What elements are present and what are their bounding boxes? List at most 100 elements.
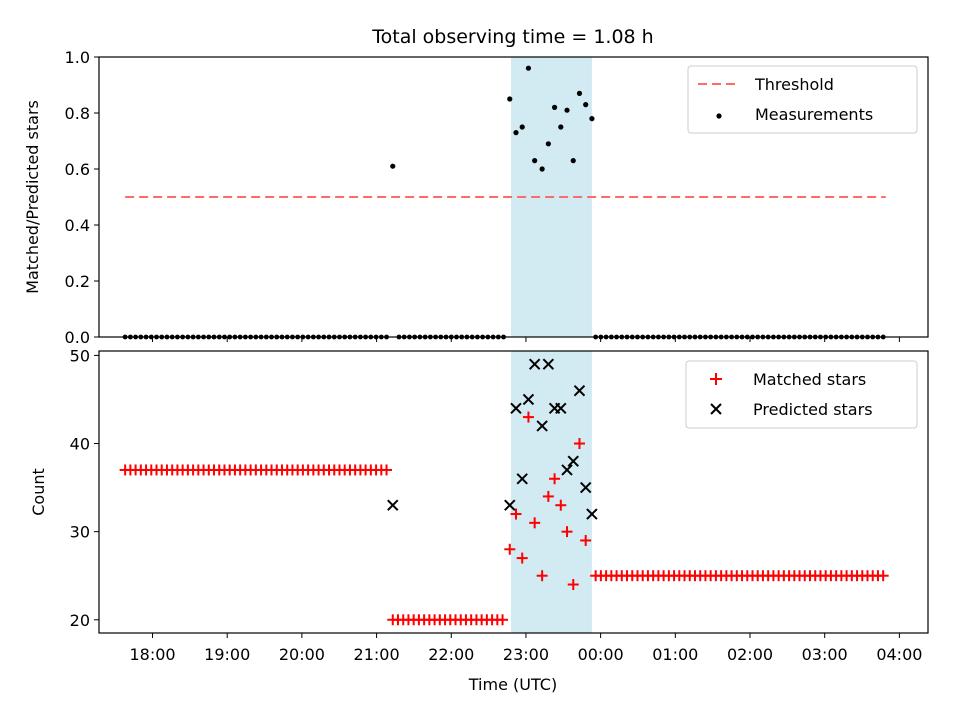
marker-stroke [516, 473, 528, 485]
x-tick-label: 21:00 [354, 645, 400, 664]
predicted-star-marker [522, 393, 535, 406]
matched-star-marker [529, 517, 541, 529]
matched-star-marker [542, 490, 554, 502]
legend-measurements-label: Measurements [755, 105, 873, 124]
predicted-star-marker [542, 358, 555, 370]
marker-stroke [528, 358, 541, 370]
matched-star-marker [504, 543, 516, 555]
legend-matched-swatch [710, 373, 722, 385]
marker-stroke [504, 499, 516, 511]
y-tick-label: 0.0 [65, 328, 90, 347]
legend-measurements-swatch [716, 113, 722, 119]
measurement-point [539, 166, 545, 172]
y-tick-label: 0.2 [65, 272, 90, 291]
predicted-star-marker [536, 420, 548, 432]
marker-stroke [387, 499, 399, 511]
predicted-star-marker [387, 499, 399, 511]
measurement-point [564, 107, 570, 113]
measurement-point [545, 141, 551, 147]
predicted-star-marker [586, 508, 598, 520]
measurement-point [390, 163, 396, 169]
measurement-point [525, 65, 532, 71]
measurement-point [589, 116, 595, 122]
legend-matched-label: Matched stars [753, 370, 866, 389]
bottom-panel: 20 30 40 50 18:00 19:00 20:00 21:00 22:00 23:00 0… [29, 346, 929, 694]
matched-star-marker [381, 464, 393, 476]
marker-stroke [561, 464, 573, 476]
bottom-axes-frame [98, 350, 929, 634]
marker-stroke [567, 455, 579, 467]
x-tick-label: 04:00 [876, 645, 922, 664]
y-tick-label: 1.0 [65, 48, 90, 67]
marker-stroke [579, 481, 592, 494]
marker-stroke [586, 508, 598, 520]
top-yticks: 0.0 0.2 0.4 0.6 0.8 1.0 [65, 48, 99, 347]
bottom-xlabel: Time (UTC) [468, 675, 557, 694]
marker-stroke [510, 402, 522, 414]
bottom-legend-box [685, 360, 918, 429]
y-tick-label: 0.6 [65, 160, 90, 179]
top-legend: Threshold Measurements [687, 65, 918, 134]
measurement-point [532, 158, 538, 164]
matched-star-marker [555, 499, 567, 511]
matched-star-marker [561, 526, 573, 538]
matched-star-marker [877, 570, 889, 582]
predicted-star-marker [504, 499, 516, 511]
measurement-point [576, 90, 583, 96]
measurement-point [583, 102, 589, 108]
marker-stroke [536, 420, 548, 432]
y-tick-label: 0.8 [65, 104, 90, 123]
matched-star-marker [510, 508, 522, 520]
legend-predicted-swatch [710, 403, 722, 415]
predicted-star-marker [510, 402, 522, 414]
x-tick-label: 23:00 [503, 645, 549, 664]
x-tick-label: 22:00 [428, 645, 474, 664]
matched-star-marker [516, 552, 528, 564]
predicted-star-marker [528, 358, 541, 370]
y-tick-label: 30 [70, 523, 90, 542]
top-ylabel: Matched/Predicted stars [23, 100, 42, 294]
matched-star-marker [573, 438, 585, 450]
bottom-ylabel: Count [29, 468, 48, 516]
chart-title: Total observing time = 1.08 h [371, 26, 653, 48]
predicted-star-marker [573, 384, 586, 397]
top-xticks [152, 337, 900, 342]
x-tick-label: 19:00 [204, 645, 250, 664]
bottom-shaded-span [511, 351, 592, 633]
bottom-marks [119, 358, 889, 626]
y-tick-label: 20 [70, 611, 90, 630]
x-tick-label: 01:00 [652, 645, 698, 664]
y-tick-label: 0.4 [65, 216, 90, 235]
predicted-star-marker [567, 455, 579, 467]
x-tick-label: 18:00 [129, 645, 175, 664]
matched-star-marker [580, 534, 592, 546]
x-tick-label: 03:00 [802, 645, 848, 664]
marker-stroke [542, 358, 555, 370]
top-axes-frame [98, 56, 929, 338]
measurement-point [507, 96, 513, 102]
matched-star-marker [549, 473, 561, 485]
measurement-point [519, 124, 525, 130]
marker-stroke [522, 393, 535, 406]
measurement-point [570, 158, 576, 164]
x-tick-label: 02:00 [727, 645, 773, 664]
top-legend-box [687, 65, 918, 134]
predicted-star-marker [555, 402, 567, 414]
legend-threshold-label: Threshold [754, 75, 834, 94]
bottom-xticks: 18:00 19:00 20:00 21:00 22:00 23:00 00:00 01:00… [129, 633, 922, 664]
predicted-star-marker [516, 473, 528, 485]
marker-stroke [555, 402, 567, 414]
predicted-star-marker [561, 464, 573, 476]
bottom-legend: Matched stars Predicted stars [685, 360, 918, 429]
measurement-point [513, 130, 519, 136]
matched-star-marker [497, 614, 509, 626]
x-tick-label: 00:00 [578, 645, 624, 664]
legend-predicted-label: Predicted stars [753, 400, 873, 419]
matched-star-marker [536, 570, 548, 582]
measurement-point [558, 124, 564, 130]
measurement-point [551, 104, 558, 110]
matched-star-marker [522, 411, 534, 423]
predicted-star-marker [579, 481, 592, 494]
bottom-yticks: 20 30 40 50 [70, 346, 99, 630]
